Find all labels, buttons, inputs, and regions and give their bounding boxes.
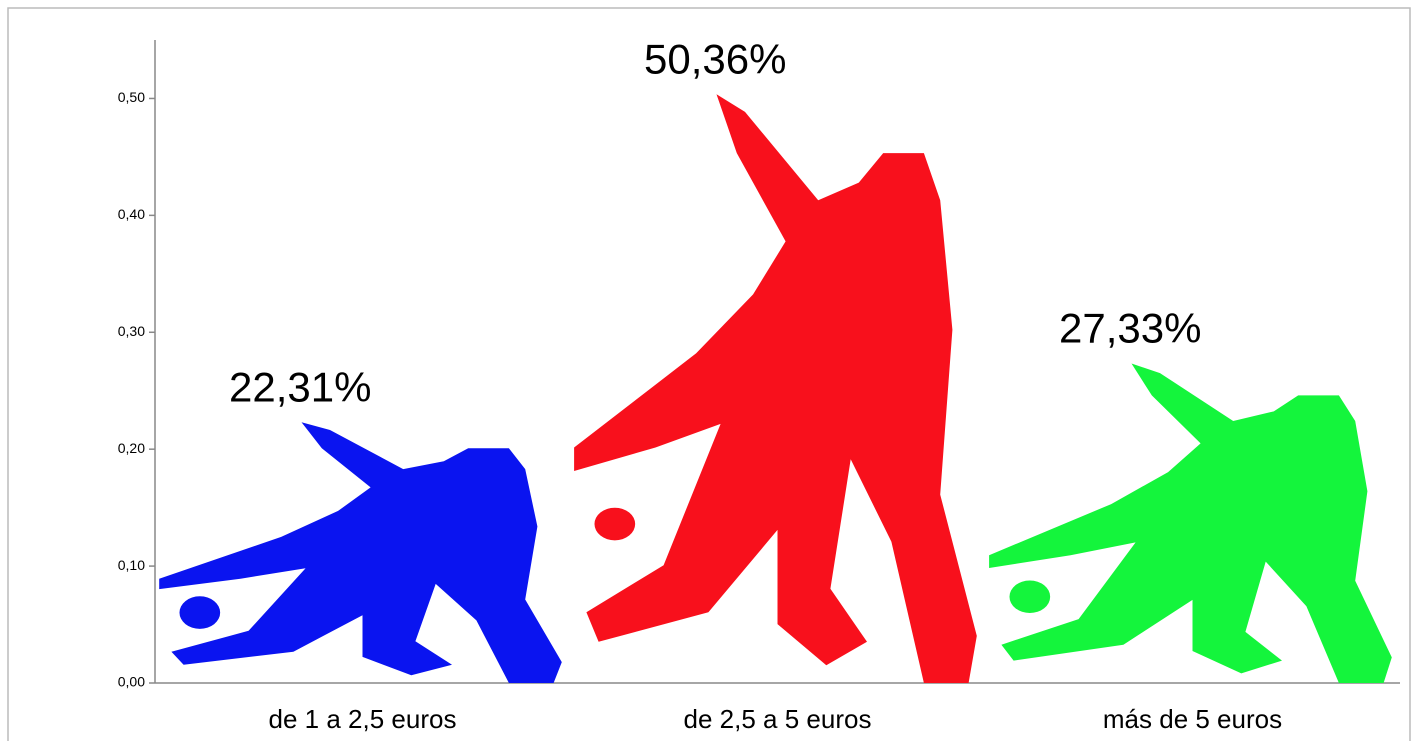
player-bar [989,363,1392,683]
y-tick-label: 0,30 [118,323,145,339]
player-bar [159,422,562,683]
y-tick-label: 0,50 [118,89,145,105]
x-tick-label: más de 5 euros [1103,704,1282,734]
y-tick-label: 0,20 [118,440,145,456]
x-tick-label: de 1 a 2,5 euros [269,704,457,734]
value-label: 22,31% [229,363,371,410]
player-bar [574,94,977,683]
y-tick-label: 0,00 [118,674,145,690]
chart-frame [7,7,1411,741]
x-tick-label: de 2,5 a 5 euros [684,704,872,734]
value-label: 27,33% [1059,305,1201,352]
value-label: 50,36% [644,35,786,82]
y-tick-label: 0,10 [118,557,145,573]
y-tick-label: 0,40 [118,206,145,222]
